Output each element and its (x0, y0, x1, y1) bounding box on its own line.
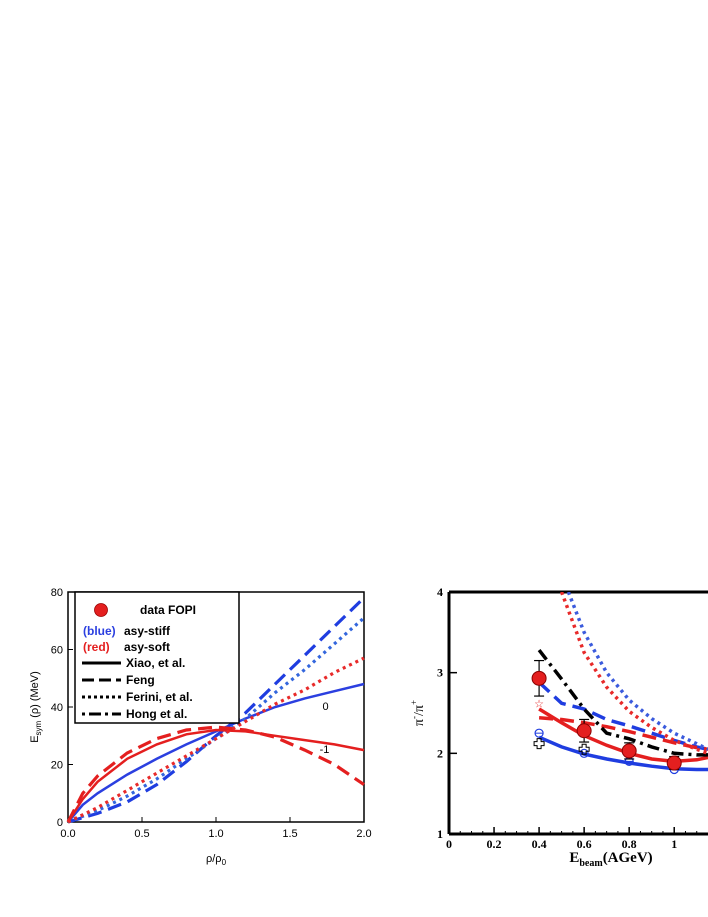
left-series-3-solid (66, 728, 365, 823)
right-data-point-2 (621, 743, 637, 759)
right-red-star-0: ☆ (534, 698, 544, 710)
right-series-3-dash (538, 716, 708, 752)
left-series-0-solid (67, 682, 365, 823)
right-ylabel: π-/π+ (409, 700, 427, 726)
annotation-0: 0 (323, 701, 329, 713)
right-xlabel: Ebeam(AGeV) (569, 850, 652, 869)
right-ytick-label-2: 3 (437, 666, 443, 680)
legend-data-label: data FOPI (140, 603, 196, 617)
right-ytick-label-3: 4 (437, 585, 443, 599)
legend-style-3: Hong et al. (126, 707, 187, 721)
left-chart: 0.0 0.5 1.0 1.5 2.0 0 20 40 60 80 ρ/ρ0 Esym(ρ) (M… (29, 587, 372, 867)
legend-style-1: Feng (126, 673, 155, 687)
right-series-6-dot (559, 592, 708, 755)
right-black-cross-1 (578, 743, 590, 755)
legend-data-marker (94, 603, 108, 617)
left-ylabel: Esym(ρ) (MeV) (29, 671, 43, 743)
left-ytick-label-2: 40 (51, 702, 63, 714)
right-xtick-label-0: 0 (446, 837, 452, 851)
legend-red-tag: (red) (83, 640, 110, 654)
right-series-2-dash (537, 681, 708, 752)
right-series-5-dot (566, 592, 708, 751)
right-data-point-3 (666, 755, 682, 771)
right-ytick-label-1: 2 (437, 746, 443, 760)
right-xtick-label-3: 0.6 (577, 837, 592, 851)
right-series-4-dashdot (537, 649, 708, 757)
right-xtick-label-2: 0.4 (532, 837, 547, 851)
left-xlabel: ρ/ρ0 (206, 853, 227, 867)
legend-blue-text: asy-stiff (124, 624, 171, 638)
right-xtick-label-4: 0.8 (622, 837, 637, 851)
left-ytick-label-1: 20 (51, 760, 63, 772)
left-series-1-dash (67, 596, 366, 824)
right-ytick-label-0: 1 (437, 827, 443, 841)
left-series-4-dash (66, 725, 365, 823)
left-ytick-label-4: 80 (51, 587, 63, 599)
annotation-minus-1: -1 (320, 744, 330, 756)
right-series-0-solid (538, 735, 708, 772)
right-xtick-label-1: 0.2 (487, 837, 502, 851)
left-series-5-dot (67, 656, 365, 824)
right-black-cross-0 (533, 738, 545, 750)
right-xtick-label-5: 1 (671, 837, 677, 851)
left-xtick-label-3: 1.5 (282, 828, 297, 840)
left-ytick-label-0: 0 (57, 817, 63, 829)
right-data-point-1 (576, 723, 592, 739)
left-legend: data FOPI (blue) asy-stiff (red) asy-sof… (74, 591, 240, 724)
left-xtick-label-1: 0.5 (134, 828, 149, 840)
left-xtick-label-0: 0.0 (60, 828, 75, 840)
legend-style-0: Xiao, et al. (126, 656, 185, 670)
left-ytick-label-3: 60 (51, 645, 63, 657)
left-xtick-label-2: 1.0 (208, 828, 223, 840)
right-data-point-0 (531, 670, 547, 686)
left-xtick-label-4: 2.0 (356, 828, 371, 840)
legend-blue-tag: (blue) (83, 624, 116, 638)
legend-red-text: asy-soft (124, 640, 170, 654)
legend-style-2: Ferini, et al. (126, 690, 193, 704)
